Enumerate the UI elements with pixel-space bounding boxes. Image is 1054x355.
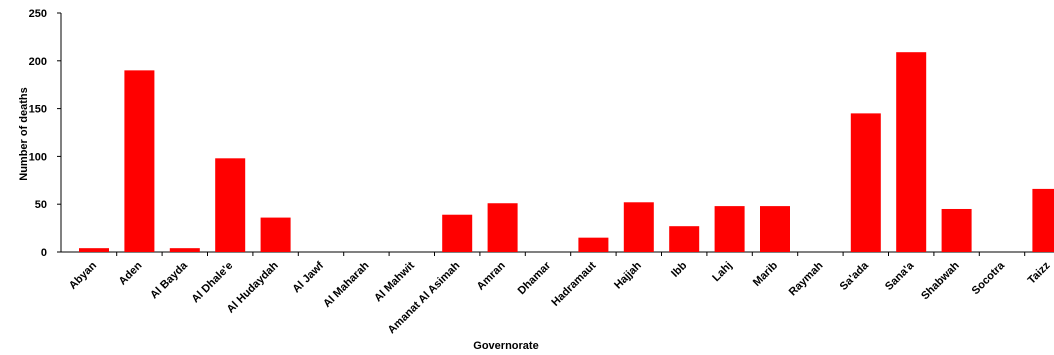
y-tick-label: 100 [29, 151, 47, 163]
x-tick-label: Sa'ada [838, 259, 872, 293]
bar [215, 158, 245, 252]
x-tick-label: Shabwah [919, 259, 962, 302]
bar [624, 202, 654, 252]
x-tick-label: Hajjah [612, 259, 644, 291]
y-tick-label: 0 [41, 247, 47, 259]
x-tick-label: Marib [751, 259, 780, 288]
x-axis-title: Governorate [473, 340, 538, 352]
x-tick-label: Hadramaut [549, 259, 598, 308]
x-tick-label: Lahj [710, 260, 734, 284]
y-tick-label: 250 [29, 8, 47, 20]
x-tick-label: Al Maharah [321, 259, 372, 310]
x-tick-label: Amran [475, 259, 508, 292]
x-tick-label: Abyan [67, 259, 99, 291]
bar [442, 215, 472, 252]
x-tick-label: Aden [117, 259, 145, 287]
x-tick-label: Sana'a [883, 259, 917, 293]
y-tick-label: 50 [35, 199, 47, 211]
bar [1032, 189, 1054, 252]
bars [79, 52, 1054, 252]
bar [79, 248, 109, 252]
y-tick-label: 150 [29, 104, 47, 116]
bar [261, 218, 291, 252]
x-axis: Abyan Aden Al Bayda Al Dhale'eAl Hudaydah Al… [61, 252, 1054, 336]
bar [851, 113, 881, 252]
bar [488, 203, 518, 252]
bar [942, 209, 972, 252]
x-tick-label: Taizz [1026, 259, 1053, 286]
x-tick-label: Al Dhale'e [190, 260, 236, 306]
x-tick-label: Raymah [787, 259, 826, 298]
y-axis-title: Number of deaths [18, 87, 30, 181]
x-tick-label: Socotra [970, 259, 1008, 297]
bar [669, 226, 699, 252]
bar [578, 238, 608, 252]
x-tick-label: Al Jawf [290, 259, 326, 295]
y-axis: 0 50 100 150 200 250 [29, 8, 61, 259]
x-tick-label: Al Bayda [148, 259, 190, 301]
bar [170, 248, 200, 252]
bar [715, 206, 745, 252]
bar [124, 70, 154, 252]
x-tick-label: Ibb [669, 259, 689, 279]
y-tick-label: 200 [29, 56, 47, 68]
bar [760, 206, 790, 252]
bar [896, 52, 926, 252]
x-tick-label: Al Mahwit [372, 259, 417, 304]
x-tick-label: Dhamar [516, 259, 554, 297]
